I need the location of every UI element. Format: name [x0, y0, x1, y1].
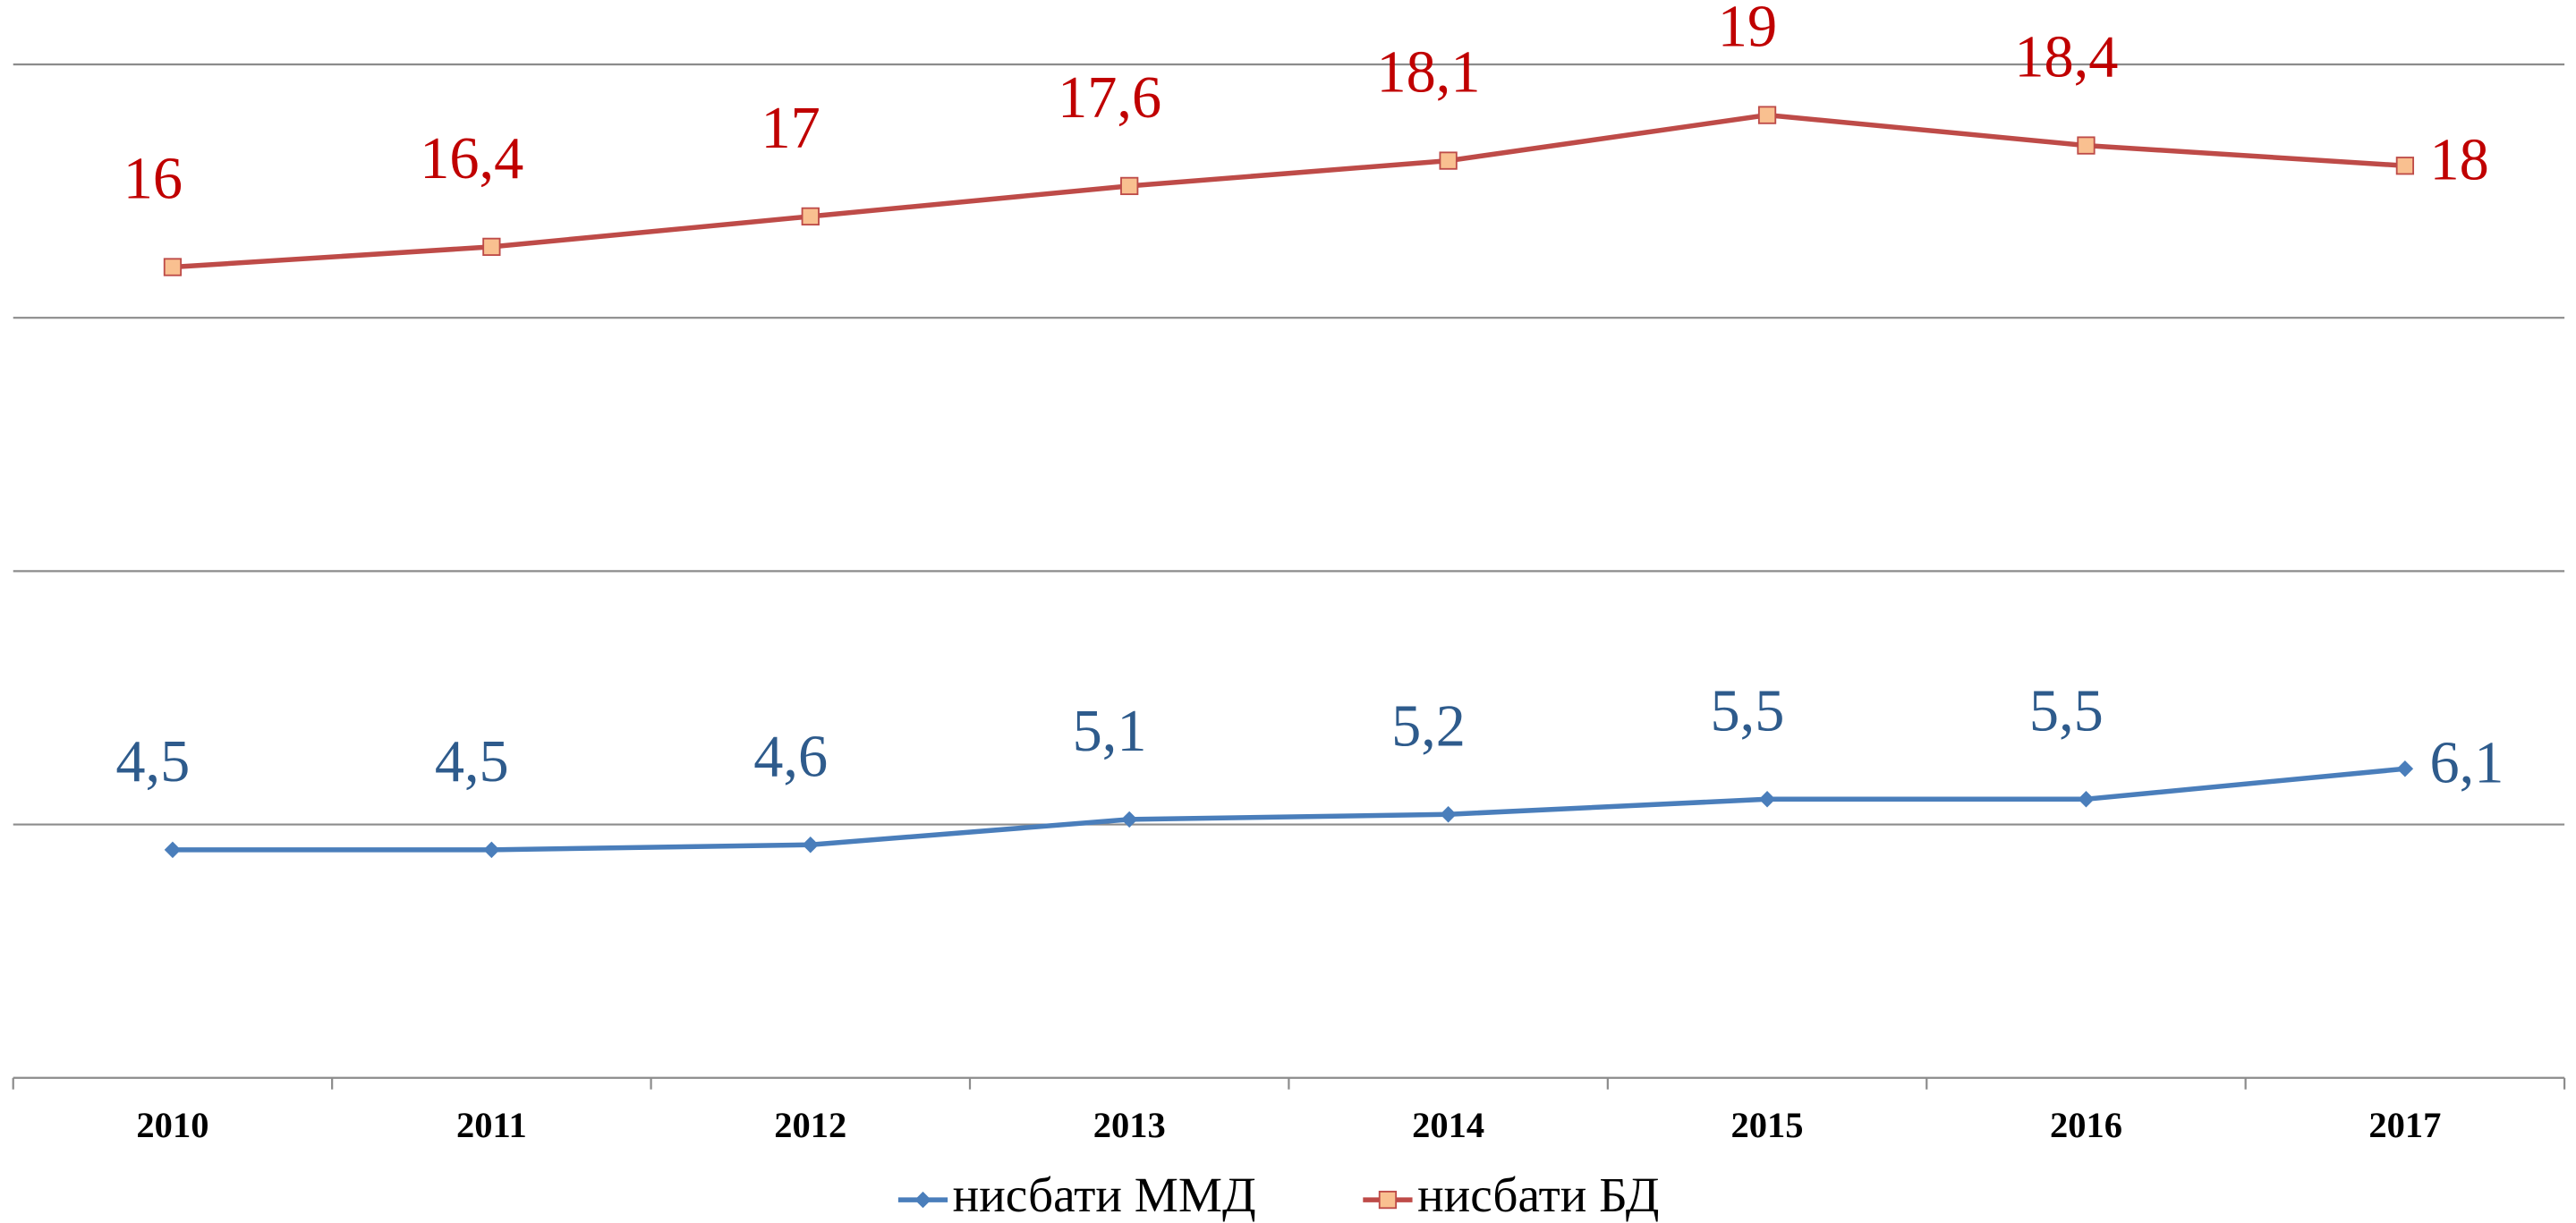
data-label: 4,5 — [435, 729, 509, 794]
x-tick-label: 2015 — [1731, 1105, 1804, 1145]
legend-label: нисбати ММД — [953, 1168, 1256, 1222]
marker — [1439, 151, 1458, 170]
marker — [2078, 791, 2095, 808]
data-label: 4,6 — [753, 724, 828, 789]
marker — [163, 258, 183, 276]
marker — [802, 837, 819, 854]
marker — [483, 841, 500, 859]
data-label: 16 — [123, 147, 183, 212]
x-tick-label: 2012 — [774, 1105, 846, 1145]
line — [172, 766, 2406, 853]
marker — [1757, 106, 1777, 124]
marker — [164, 841, 182, 859]
data-label: 17 — [761, 96, 820, 161]
marker — [1121, 811, 1138, 828]
x-tick-label: 2011 — [456, 1105, 527, 1145]
x-tick-label: 2017 — [2368, 1105, 2441, 1145]
legend-marker — [1378, 1190, 1398, 1210]
marker — [1758, 791, 1776, 808]
marker — [2077, 136, 2096, 155]
line — [172, 112, 2406, 270]
data-label: 18 — [2430, 127, 2489, 192]
data-label: 18,1 — [1377, 40, 1481, 106]
data-label: 5,1 — [1073, 699, 1147, 764]
x-tick-label: 2016 — [2050, 1105, 2122, 1145]
data-label: 5,5 — [2029, 678, 2104, 743]
data-label: 18,4 — [2014, 25, 2118, 90]
data-label: 17,6 — [1058, 65, 1161, 131]
marker — [482, 237, 501, 257]
legend-label: нисбати БД — [1417, 1168, 1659, 1222]
marker — [2396, 760, 2414, 777]
data-label: 5,2 — [1391, 693, 1466, 759]
x-tick-label: 2010 — [136, 1105, 208, 1145]
marker — [1440, 806, 1457, 823]
data-label: 16,4 — [420, 126, 523, 191]
x-tick-label: 2013 — [1093, 1105, 1166, 1145]
data-label: 6,1 — [2430, 730, 2504, 795]
data-label: 4,5 — [115, 729, 190, 794]
marker — [2395, 157, 2415, 175]
marker — [801, 207, 820, 226]
legend-marker — [914, 1191, 931, 1209]
x-tick-label: 2014 — [1412, 1105, 1484, 1145]
data-label: 5,5 — [1711, 678, 1785, 743]
data-label: 19 — [1718, 0, 1777, 60]
marker — [1120, 176, 1139, 196]
